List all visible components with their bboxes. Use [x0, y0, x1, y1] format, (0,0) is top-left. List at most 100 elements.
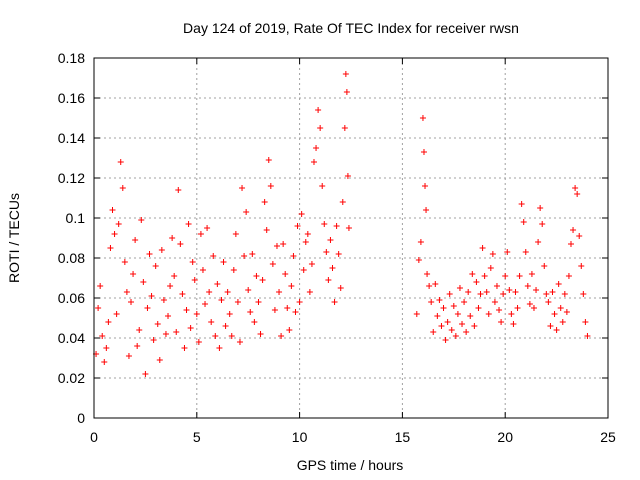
- data-point: [232, 231, 239, 237]
- data-point: [95, 305, 102, 311]
- y-tick-label: 0.02: [58, 370, 85, 386]
- data-point: [485, 311, 492, 317]
- data-point: [463, 329, 470, 335]
- data-point: [171, 273, 178, 279]
- data-point: [502, 273, 509, 279]
- data-point: [132, 237, 139, 243]
- data-point: [247, 309, 254, 315]
- data-point: [187, 325, 194, 331]
- axis-ticks: 0 0.02 0.04 0.06 0.08 0.1 0.12 0.14 0.16 0.18 0 5 10…: [58, 50, 616, 445]
- data-point: [140, 279, 147, 285]
- data-point: [570, 227, 577, 233]
- data-point: [103, 345, 110, 351]
- data-point: [313, 145, 320, 151]
- data-point: [344, 173, 351, 179]
- y-tick-label: 0.12: [58, 170, 85, 186]
- data-point: [444, 319, 451, 325]
- data-point: [323, 249, 330, 255]
- data-point: [123, 289, 130, 295]
- data-point: [442, 337, 449, 343]
- data-point: [302, 239, 309, 245]
- data-point: [125, 353, 132, 359]
- data-point: [343, 89, 350, 95]
- data-point: [263, 227, 270, 233]
- data-point: [424, 271, 431, 277]
- data-point: [280, 241, 287, 247]
- data-point: [339, 199, 346, 205]
- data-point: [545, 299, 552, 305]
- data-point: [271, 307, 278, 313]
- data-point: [144, 305, 151, 311]
- y-tick-label: 0: [77, 410, 85, 426]
- data-point: [448, 327, 455, 333]
- data-point: [524, 283, 531, 289]
- data-point: [269, 261, 276, 267]
- data-point: [278, 333, 285, 339]
- data-point: [496, 307, 503, 313]
- data-point: [335, 251, 342, 257]
- data-point: [167, 283, 174, 289]
- data-point: [222, 323, 229, 329]
- data-point: [130, 271, 137, 277]
- data-point: [165, 313, 172, 319]
- data-point: [317, 125, 324, 131]
- data-point: [428, 299, 435, 305]
- data-point: [321, 221, 328, 227]
- data-point: [158, 247, 165, 253]
- y-tick-label: 0.18: [58, 50, 85, 66]
- y-tick-label: 0.08: [58, 250, 85, 266]
- data-point: [489, 251, 496, 257]
- data-point: [528, 271, 535, 277]
- data-point: [121, 259, 128, 265]
- x-tick-label: 15: [395, 429, 411, 445]
- data-point: [450, 303, 457, 309]
- data-point: [183, 307, 190, 313]
- x-tick-label: 25: [600, 429, 616, 445]
- data-point: [169, 235, 176, 241]
- data-point: [479, 245, 486, 251]
- data-point: [481, 273, 488, 279]
- data-point: [300, 267, 307, 273]
- data-point: [315, 107, 322, 113]
- data-point: [214, 281, 221, 287]
- data-point: [547, 323, 554, 329]
- data-point: [520, 219, 527, 225]
- data-point: [430, 329, 437, 335]
- data-point: [241, 253, 248, 259]
- data-point: [438, 323, 445, 329]
- data-point: [452, 333, 459, 339]
- data-point: [243, 209, 250, 215]
- data-point: [113, 311, 120, 317]
- data-point: [148, 293, 155, 299]
- data-point: [510, 321, 517, 327]
- data-point: [465, 289, 472, 295]
- data-point: [99, 333, 106, 339]
- data-point: [142, 371, 149, 377]
- data-point: [491, 299, 498, 305]
- data-point: [461, 299, 468, 305]
- data-point: [282, 271, 289, 277]
- data-point: [423, 207, 430, 213]
- data-point: [251, 319, 258, 325]
- data-point: [456, 285, 463, 291]
- data-point: [469, 271, 476, 277]
- data-point: [415, 257, 422, 263]
- data-point: [253, 273, 260, 279]
- data-point: [310, 159, 317, 165]
- data-point: [426, 283, 433, 289]
- data-point: [582, 319, 589, 325]
- data-point: [549, 289, 556, 295]
- data-point: [259, 277, 266, 283]
- data-point: [567, 241, 574, 247]
- y-tick-label: 0.16: [58, 90, 85, 106]
- y-tick-label: 0.1: [66, 210, 86, 226]
- data-point: [152, 263, 159, 269]
- data-point: [483, 289, 490, 295]
- data-point: [561, 291, 568, 297]
- data-point: [298, 211, 305, 217]
- data-point: [294, 223, 301, 229]
- data-point: [199, 267, 206, 273]
- data-point: [146, 251, 153, 257]
- x-tick-label: 5: [193, 429, 201, 445]
- data-point: [261, 199, 268, 205]
